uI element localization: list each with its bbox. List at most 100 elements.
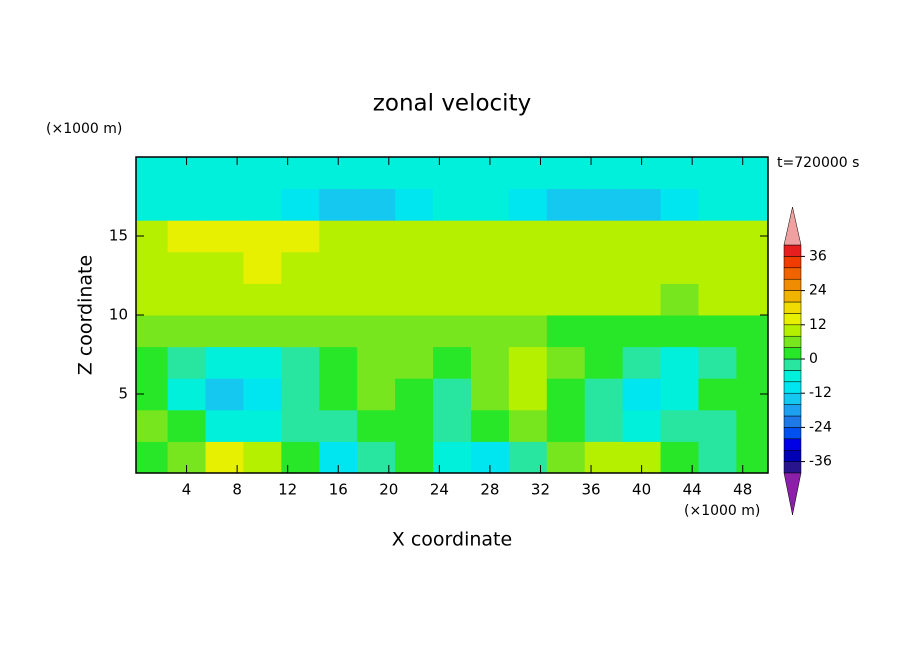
colorbar-tick-label: -24 — [809, 419, 832, 435]
colorbar-band — [783, 427, 802, 440]
contour-cell — [167, 409, 207, 442]
contour-cell — [660, 315, 699, 348]
contour-cell — [508, 441, 548, 474]
contour-cell — [167, 346, 207, 379]
contour-cell — [622, 220, 662, 253]
contour-cell — [136, 315, 169, 348]
contour-cell — [167, 220, 207, 253]
contour-cell — [167, 378, 207, 411]
colorbar-extension — [783, 472, 802, 516]
contour-cell — [698, 346, 737, 379]
contour-cell — [281, 157, 320, 190]
contour-cell — [395, 251, 434, 284]
contour-cell — [319, 283, 358, 316]
contour-cell — [508, 251, 548, 284]
x-tick-label: 36 — [581, 481, 600, 499]
contour-cell — [357, 315, 396, 348]
contour-cell — [319, 346, 358, 379]
contour-cell — [584, 346, 624, 379]
contour-cell — [395, 409, 434, 442]
contour-cell — [281, 441, 320, 474]
contour-cell — [205, 441, 244, 474]
contour-cell — [546, 409, 586, 442]
x-tick-label: 24 — [430, 481, 449, 499]
colorbar-band — [783, 313, 802, 326]
contour-cell — [243, 378, 282, 411]
contour-cell — [243, 188, 282, 221]
contour-cell — [357, 157, 396, 190]
contour-cell — [395, 283, 434, 316]
contour-cell — [736, 283, 769, 316]
contour-cell — [281, 315, 320, 348]
chart-title: zonal velocity — [373, 91, 531, 117]
contour-cell — [357, 409, 396, 442]
contour-cell — [357, 283, 396, 316]
contour-cell — [584, 378, 624, 411]
contour-cell — [736, 157, 769, 190]
contour-cell — [243, 251, 282, 284]
contour-cell — [395, 346, 434, 379]
contour-cell — [660, 441, 699, 474]
contour-cell — [736, 441, 769, 474]
contour-cell — [736, 188, 769, 221]
contour-cell — [660, 378, 699, 411]
contour-cell — [698, 378, 737, 411]
contour-cell — [660, 409, 699, 442]
contour-cell — [395, 441, 434, 474]
contour-cell — [660, 283, 699, 316]
contour-cell — [167, 283, 207, 316]
contour-cell — [546, 188, 586, 221]
contour-cell — [395, 157, 434, 190]
colorbar-band — [783, 244, 802, 257]
contour-cell — [470, 283, 510, 316]
contour-cell — [433, 220, 472, 253]
x-axis-label: X coordinate — [392, 529, 512, 551]
contour-cell — [319, 188, 358, 221]
contour-cell — [319, 251, 358, 284]
contour-cell — [433, 346, 472, 379]
contour-cell — [508, 315, 548, 348]
contour-cell — [357, 378, 396, 411]
contour-cell — [622, 251, 662, 284]
contour-cell — [167, 251, 207, 284]
contour-cell — [205, 409, 244, 442]
contour-cell — [395, 315, 434, 348]
colorbar-band — [783, 290, 802, 303]
x-tick-label: 40 — [632, 481, 651, 499]
contour-cell — [136, 283, 169, 316]
colorbar-tick-label: 24 — [809, 283, 827, 299]
contour-cell — [698, 409, 737, 442]
colorbar-tick-label: 36 — [809, 248, 827, 264]
colorbar-band — [783, 335, 802, 348]
contour-cell — [622, 409, 662, 442]
contour-cell — [281, 220, 320, 253]
contour-cell — [470, 220, 510, 253]
contour-cell — [622, 188, 662, 221]
contour-cell — [319, 315, 358, 348]
contour-cell — [546, 283, 586, 316]
contour-cell — [243, 315, 282, 348]
contour-cell — [660, 346, 699, 379]
contour-cell — [243, 220, 282, 253]
contour-cell — [584, 251, 624, 284]
colorbar-tick-label: -12 — [809, 385, 832, 401]
contour-cell — [357, 251, 396, 284]
contour-cell — [281, 283, 320, 316]
colorbar-band — [783, 461, 802, 474]
y-tick-label: 5 — [118, 385, 128, 403]
contour-cell — [584, 315, 624, 348]
x-tick-label: 8 — [232, 481, 242, 499]
contour-cell — [660, 188, 699, 221]
contour-cell — [470, 315, 510, 348]
contour-cell — [698, 220, 737, 253]
contour-cell — [546, 441, 586, 474]
contour-cell — [395, 220, 434, 253]
colorbar-band — [783, 267, 802, 280]
contour-cell — [698, 251, 737, 284]
annotation: t=720000 s — [777, 155, 859, 171]
contour-cell — [698, 188, 737, 221]
colorbar-band — [783, 415, 802, 428]
contour-cell — [167, 315, 207, 348]
contour-cell — [319, 409, 358, 442]
